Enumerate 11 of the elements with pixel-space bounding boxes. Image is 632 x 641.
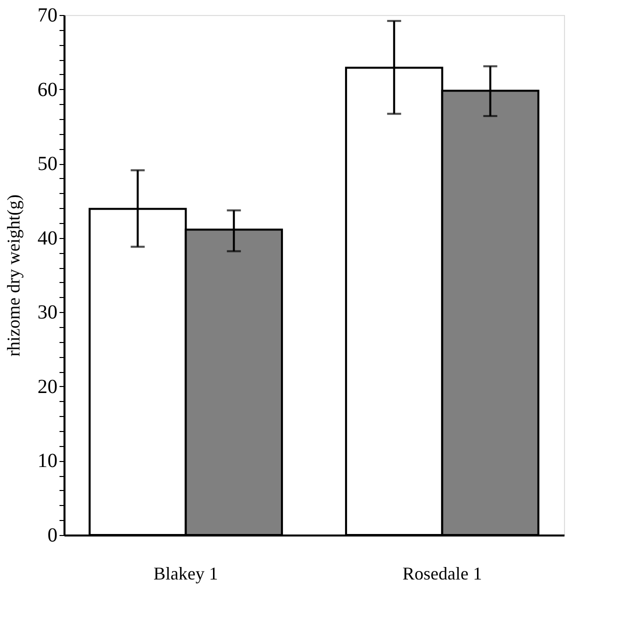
y-tick-label: 10 — [38, 450, 58, 472]
y-tick-label: 0 — [48, 524, 58, 546]
y-axis-title: rhizome dry weight(g) — [4, 194, 24, 356]
x-tick-label: Rosedale 1 — [402, 564, 482, 584]
y-tick-label: 30 — [38, 302, 58, 324]
y-tick-label: 40 — [38, 227, 58, 250]
y-tick-label: 70 — [38, 4, 58, 26]
y-tick-label: 50 — [38, 153, 58, 176]
y-tick-label: 20 — [38, 376, 58, 398]
x-tick-label: Blakey 1 — [154, 564, 218, 584]
y-tick-label: 60 — [38, 78, 58, 101]
